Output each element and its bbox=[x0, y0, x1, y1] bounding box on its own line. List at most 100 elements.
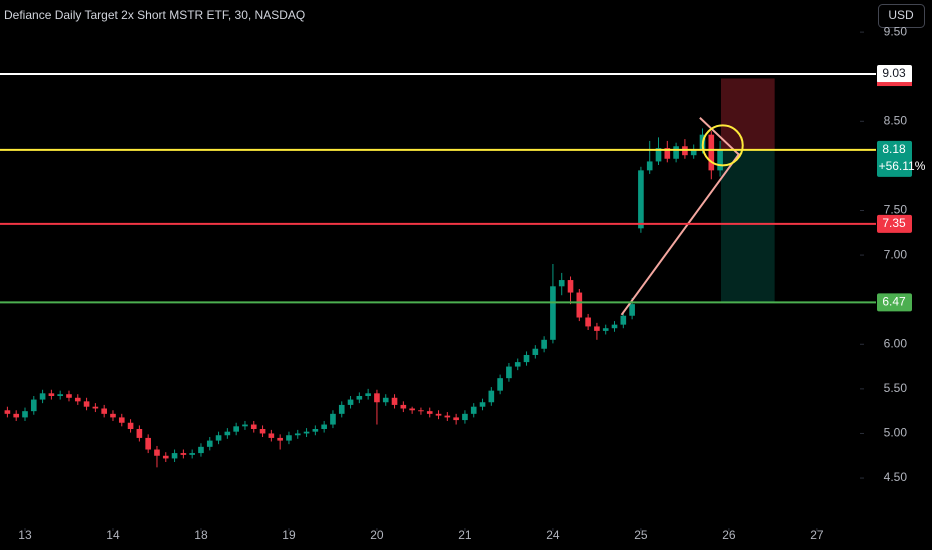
candle-body bbox=[356, 396, 363, 400]
candle-body bbox=[233, 426, 239, 432]
candle-body bbox=[488, 390, 495, 403]
candle-body bbox=[92, 406, 99, 409]
candle-body bbox=[189, 453, 195, 455]
x-tick-label: 14 bbox=[106, 528, 120, 542]
candle-body bbox=[409, 408, 415, 411]
candle-body bbox=[655, 148, 662, 162]
candle-body bbox=[462, 413, 468, 421]
candle-body bbox=[708, 134, 715, 171]
candle-body bbox=[145, 437, 151, 450]
price-label-box bbox=[877, 214, 912, 233]
candle-body bbox=[629, 304, 635, 316]
candle-body bbox=[277, 437, 283, 441]
x-tick-label: 19 bbox=[282, 528, 296, 542]
price-label: 7.35 bbox=[882, 216, 906, 230]
candle-body bbox=[576, 292, 583, 318]
y-tick-label: 6.00 bbox=[884, 336, 908, 350]
candle-body bbox=[30, 399, 37, 412]
candle-body bbox=[365, 393, 371, 396]
candle-body bbox=[523, 354, 530, 363]
candle-body bbox=[250, 424, 257, 429]
candle-body bbox=[118, 417, 125, 423]
x-tick-label: 24 bbox=[546, 528, 560, 542]
candle-body bbox=[312, 429, 319, 432]
candle-body bbox=[541, 339, 547, 349]
candle-body bbox=[594, 326, 600, 331]
candle-body bbox=[506, 366, 512, 379]
candle-body bbox=[180, 453, 187, 455]
candle-body bbox=[294, 433, 301, 436]
candle-body bbox=[136, 429, 143, 438]
price-label-strip bbox=[877, 82, 912, 87]
price-label-box bbox=[877, 65, 912, 84]
candle-body bbox=[673, 146, 679, 159]
candle-body bbox=[162, 455, 169, 459]
candle-body bbox=[514, 362, 521, 367]
y-tick-label: 7.50 bbox=[884, 203, 908, 217]
candle-body bbox=[664, 148, 671, 159]
candle-body bbox=[83, 401, 90, 407]
candle-body bbox=[57, 394, 63, 396]
price-label: 9.03 bbox=[882, 66, 906, 80]
price-change-label: +56.11% bbox=[879, 159, 926, 173]
candle-body bbox=[171, 453, 178, 459]
x-tick-label: 13 bbox=[18, 528, 32, 542]
candle-body bbox=[127, 422, 134, 429]
candle-body bbox=[206, 440, 213, 447]
candle-body bbox=[242, 424, 248, 427]
x-tick-label: 20 bbox=[370, 528, 384, 542]
candle-body bbox=[391, 397, 398, 405]
trend-line bbox=[620, 152, 741, 316]
highlight-circle bbox=[701, 124, 744, 167]
candle-body bbox=[4, 410, 11, 414]
candle-body bbox=[338, 404, 345, 414]
candle-body bbox=[690, 149, 697, 156]
candle-body bbox=[418, 410, 424, 412]
price-label-box bbox=[877, 140, 912, 177]
currency-label[interactable]: USD bbox=[888, 8, 914, 22]
x-tick-label: 21 bbox=[458, 528, 472, 542]
candle-body bbox=[154, 449, 160, 456]
price-label: 6.47 bbox=[882, 295, 906, 309]
stop-zone bbox=[720, 78, 775, 150]
candle-body bbox=[286, 435, 292, 441]
chart-title: Defiance Daily Target 2x Short MSTR ETF,… bbox=[4, 8, 305, 22]
x-tick-label: 18 bbox=[194, 528, 208, 542]
candle-body bbox=[435, 413, 442, 416]
candle-body bbox=[567, 280, 574, 293]
candle-body bbox=[444, 415, 451, 418]
candle-body bbox=[347, 399, 354, 405]
candle-body bbox=[646, 161, 653, 171]
y-tick-label: 5.00 bbox=[884, 426, 908, 440]
currency-button[interactable] bbox=[878, 4, 925, 28]
candle-body bbox=[426, 411, 433, 414]
candle-body bbox=[22, 411, 28, 418]
candle-body bbox=[400, 404, 407, 409]
y-tick-label: 5.50 bbox=[884, 381, 908, 395]
candle-body bbox=[66, 394, 72, 398]
candle-body bbox=[638, 170, 644, 229]
candle-body bbox=[550, 286, 556, 340]
candle-body bbox=[497, 378, 503, 391]
x-tick-label: 25 bbox=[634, 528, 648, 542]
candle-body bbox=[101, 408, 107, 414]
candle-body bbox=[259, 429, 266, 434]
candle-body bbox=[268, 433, 275, 438]
x-tick-label: 27 bbox=[810, 528, 824, 542]
candle-body bbox=[224, 431, 231, 436]
candle-body bbox=[620, 315, 627, 325]
candle-body bbox=[479, 402, 486, 407]
candle-body bbox=[374, 393, 380, 403]
candle-body bbox=[611, 324, 618, 329]
y-tick-label: 9.50 bbox=[884, 24, 908, 38]
candle-body bbox=[382, 397, 389, 403]
target-zone bbox=[720, 149, 775, 303]
candle-body bbox=[13, 413, 20, 418]
candle-body bbox=[321, 424, 327, 429]
candle-body bbox=[453, 417, 459, 421]
y-tick-label: 7.00 bbox=[884, 247, 908, 261]
candle-body bbox=[39, 393, 46, 400]
candle-body bbox=[48, 393, 55, 396]
candle-body bbox=[470, 406, 477, 414]
